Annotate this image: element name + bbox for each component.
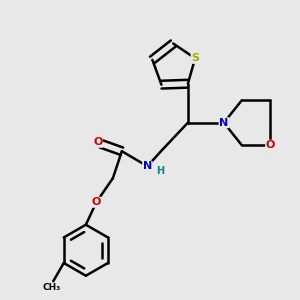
Text: S: S bbox=[191, 53, 199, 63]
Text: CH₃: CH₃ bbox=[43, 283, 61, 292]
Text: O: O bbox=[92, 197, 101, 207]
Text: O: O bbox=[93, 137, 103, 147]
Text: N: N bbox=[143, 161, 152, 171]
Text: H: H bbox=[156, 166, 164, 176]
Text: N: N bbox=[219, 118, 229, 128]
Text: O: O bbox=[266, 140, 275, 150]
